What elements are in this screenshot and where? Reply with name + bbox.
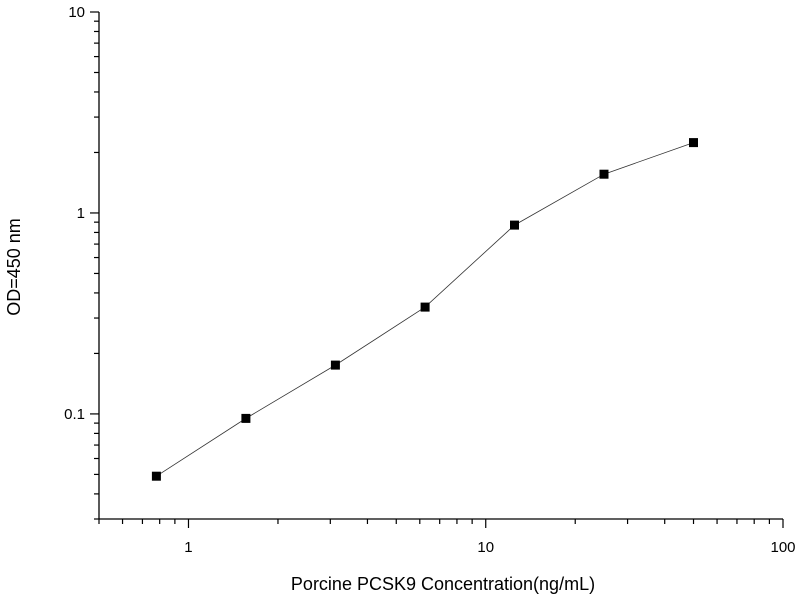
- data-point: [420, 302, 430, 312]
- tick-labels: 1 10 100 0.1 1 10: [64, 4, 795, 556]
- y-tick-label: 10: [68, 4, 85, 21]
- data-point: [151, 471, 161, 481]
- data-point: [599, 169, 609, 179]
- x-axis-title: Porcine PCSK9 Concentration(ng/mL): [291, 574, 595, 594]
- data-point: [689, 138, 698, 148]
- x-tick-label: 100: [770, 539, 795, 556]
- x-tick-label: 1: [184, 539, 192, 556]
- series-layer: [151, 138, 698, 481]
- axes: [98, 12, 783, 520]
- y-axis-title: OD=450 nm: [4, 218, 24, 316]
- ticks: [90, 11, 784, 528]
- y-tick-label: 0.1: [64, 406, 85, 423]
- x-tick-label: 10: [477, 539, 494, 556]
- data-point: [510, 220, 519, 230]
- y-tick-label: 1: [77, 205, 85, 222]
- data-point: [330, 360, 340, 370]
- data-point: [241, 413, 251, 423]
